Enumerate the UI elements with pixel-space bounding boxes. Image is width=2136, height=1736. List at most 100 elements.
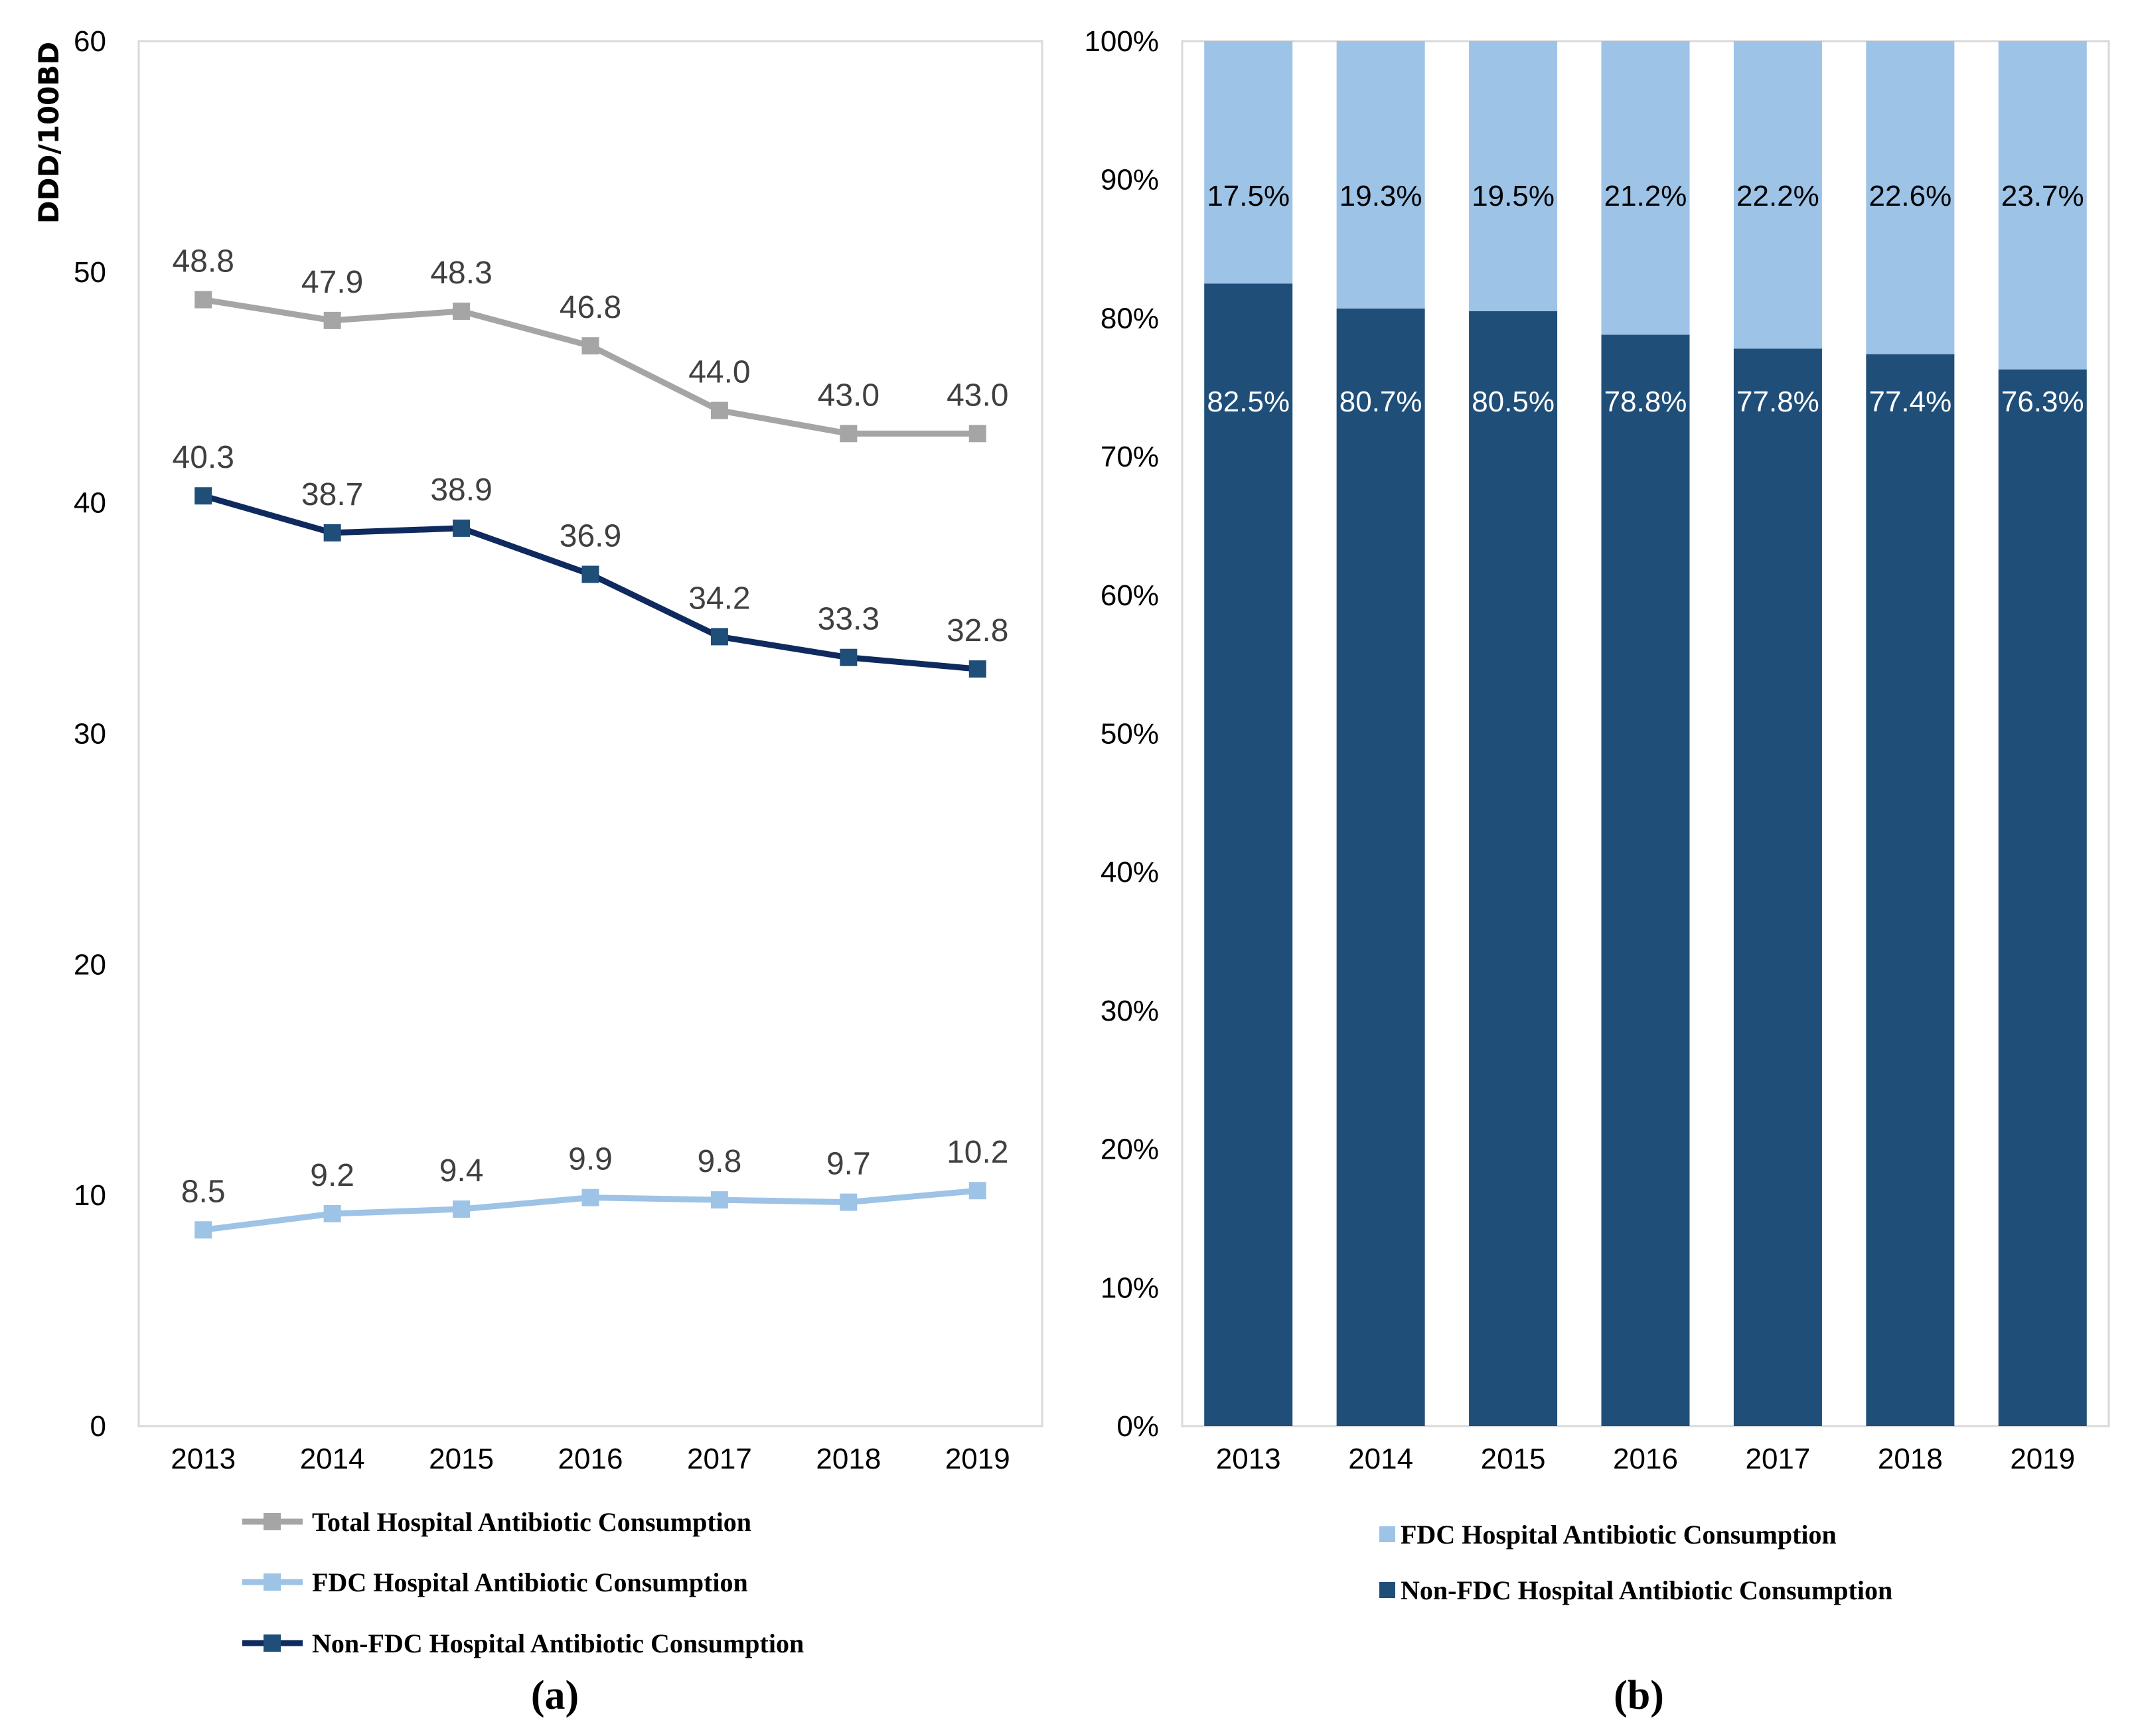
y-tick-label: 50 <box>74 256 106 289</box>
y-tick-label: 60% <box>1101 579 1159 612</box>
data-label: 9.4 <box>439 1153 484 1189</box>
data-label: 40.3 <box>173 440 234 475</box>
legend-a: Total Hospital Antibiotic Consumption FDC… <box>242 1507 804 1658</box>
legend-swatch <box>1379 1582 1395 1598</box>
series-1: 8.5 9.2 9.4 9.9 9.8 9.7 10.2 <box>181 1135 1008 1239</box>
x-tick-label: 2015 <box>429 1443 494 1475</box>
x-tick-label: 2014 <box>300 1443 365 1475</box>
bar-stack: 22.6% 77.4% <box>1866 41 1955 1426</box>
data-point <box>710 628 728 646</box>
y-tick-label: 20 <box>74 948 106 981</box>
data-point <box>453 519 471 537</box>
bar-nonfdc <box>1336 308 1425 1426</box>
legend-label: Total Hospital Antibiotic Consumption <box>312 1507 751 1537</box>
x-tick-label: 2016 <box>558 1443 623 1475</box>
data-label: 9.9 <box>568 1142 613 1177</box>
data-label: 48.3 <box>430 255 492 291</box>
legend-label: FDC Hospital Antibiotic Consumption <box>1401 1520 1837 1550</box>
y-tick-label: 0% <box>1116 1410 1159 1443</box>
data-point <box>194 291 212 309</box>
data-point <box>581 565 599 583</box>
data-label: 47.9 <box>301 265 363 300</box>
data-label: 33.3 <box>818 602 879 637</box>
data-point <box>840 648 858 666</box>
bar-fdc <box>1204 41 1293 284</box>
data-label: 44.0 <box>688 355 750 390</box>
bar-nonfdc <box>1733 348 1822 1427</box>
legend-item: Total Hospital Antibiotic Consumption <box>242 1507 751 1537</box>
legend-marker <box>264 1573 281 1591</box>
bar-label-nonfdc: 77.8% <box>1736 386 1819 418</box>
data-point <box>581 1189 599 1206</box>
y-tick-label: 10 <box>74 1179 106 1212</box>
data-label: 9.7 <box>826 1147 871 1182</box>
x-tick-label: 2018 <box>816 1443 881 1475</box>
bar-label-nonfdc: 77.4% <box>1869 386 1951 418</box>
data-point <box>323 524 341 542</box>
data-label: 38.7 <box>301 477 363 512</box>
y-axis-label-a: DDD/100BD <box>33 42 65 224</box>
data-label: 8.5 <box>181 1174 226 1209</box>
legend-item: Non-FDC Hospital Antibiotic Consumption <box>1379 1575 1892 1605</box>
y-tick-label: 40 <box>74 487 106 520</box>
bar-fdc <box>1998 41 2087 370</box>
legend-label: Non-FDC Hospital Antibiotic Consumption <box>312 1628 804 1658</box>
bar-fdc <box>1469 41 1558 311</box>
legend-label: Non-FDC Hospital Antibiotic Consumption <box>1401 1575 1892 1605</box>
bar-stack: 17.5% 82.5% <box>1204 41 1293 1427</box>
y-tick-label: 50% <box>1101 718 1159 751</box>
data-point <box>581 337 599 355</box>
data-point <box>710 1191 728 1209</box>
data-label: 46.8 <box>560 290 621 325</box>
bar-chart-b: 0% 10% 20% 30% 40% 50% 60% 70% 80% 90% 100% 17.5% 8… <box>1084 25 2110 1718</box>
bar-fdc <box>1866 41 1955 354</box>
bar-stack: 22.2% 77.8% <box>1733 41 1822 1427</box>
x-tick-label: 2017 <box>1745 1443 1810 1475</box>
bar-fdc <box>1336 41 1425 309</box>
legend-marker <box>264 1634 281 1652</box>
data-label: 9.2 <box>310 1158 354 1193</box>
caption-a: (a) <box>531 1673 579 1718</box>
y-tick-label: 30 <box>74 718 106 751</box>
data-label: 36.9 <box>560 518 621 553</box>
bar-label-nonfdc: 80.5% <box>1472 386 1555 418</box>
y-tick-label: 10% <box>1101 1271 1159 1304</box>
data-label: 48.8 <box>173 244 234 279</box>
y-tick-label: 40% <box>1101 856 1159 889</box>
legend-item: FDC Hospital Antibiotic Consumption <box>242 1567 748 1597</box>
bar-fdc <box>1601 41 1690 335</box>
data-label: 38.9 <box>430 472 492 508</box>
data-point <box>323 311 341 329</box>
data-label: 34.2 <box>688 581 750 616</box>
series-2: 40.3 38.7 38.9 36.9 34.2 33.3 32.8 <box>173 440 1008 678</box>
x-tick-label: 2019 <box>2010 1443 2075 1475</box>
data-label: 43.0 <box>818 378 879 413</box>
bar-nonfdc <box>1469 311 1558 1427</box>
y-tick-label: 80% <box>1101 302 1159 334</box>
data-label: 10.2 <box>947 1135 1008 1170</box>
data-label: 9.8 <box>698 1144 742 1179</box>
data-point <box>453 1200 471 1218</box>
y-tick-label: 60 <box>74 25 106 58</box>
data-point <box>840 425 858 443</box>
bar-label-fdc: 23.7% <box>2001 180 2084 212</box>
bar-stack: 21.2% 78.8% <box>1601 41 1690 1427</box>
x-ticks-b: 2013 2014 2015 2016 2017 2018 2019 <box>1216 1443 2075 1475</box>
data-point <box>323 1204 341 1222</box>
data-label: 43.0 <box>947 378 1008 413</box>
bar-label-nonfdc: 82.5% <box>1207 386 1290 418</box>
bar-stack: 23.7% 76.3% <box>1998 41 2087 1426</box>
bar-label-fdc: 22.6% <box>1869 180 1951 212</box>
x-tick-label: 2017 <box>687 1443 752 1475</box>
data-point <box>453 302 471 320</box>
bar-nonfdc <box>1204 283 1293 1427</box>
legend-label: FDC Hospital Antibiotic Consumption <box>312 1567 748 1597</box>
legend-item: Non-FDC Hospital Antibiotic Consumption <box>242 1628 804 1658</box>
legend-item: FDC Hospital Antibiotic Consumption <box>1379 1520 1837 1550</box>
legend-marker <box>264 1513 281 1530</box>
data-point <box>968 425 986 443</box>
y-tick-label: 30% <box>1101 995 1159 1027</box>
y-tick-label: 100% <box>1084 25 1159 58</box>
bar-label-nonfdc: 78.8% <box>1604 386 1687 418</box>
bar-fdc <box>1733 41 1822 349</box>
